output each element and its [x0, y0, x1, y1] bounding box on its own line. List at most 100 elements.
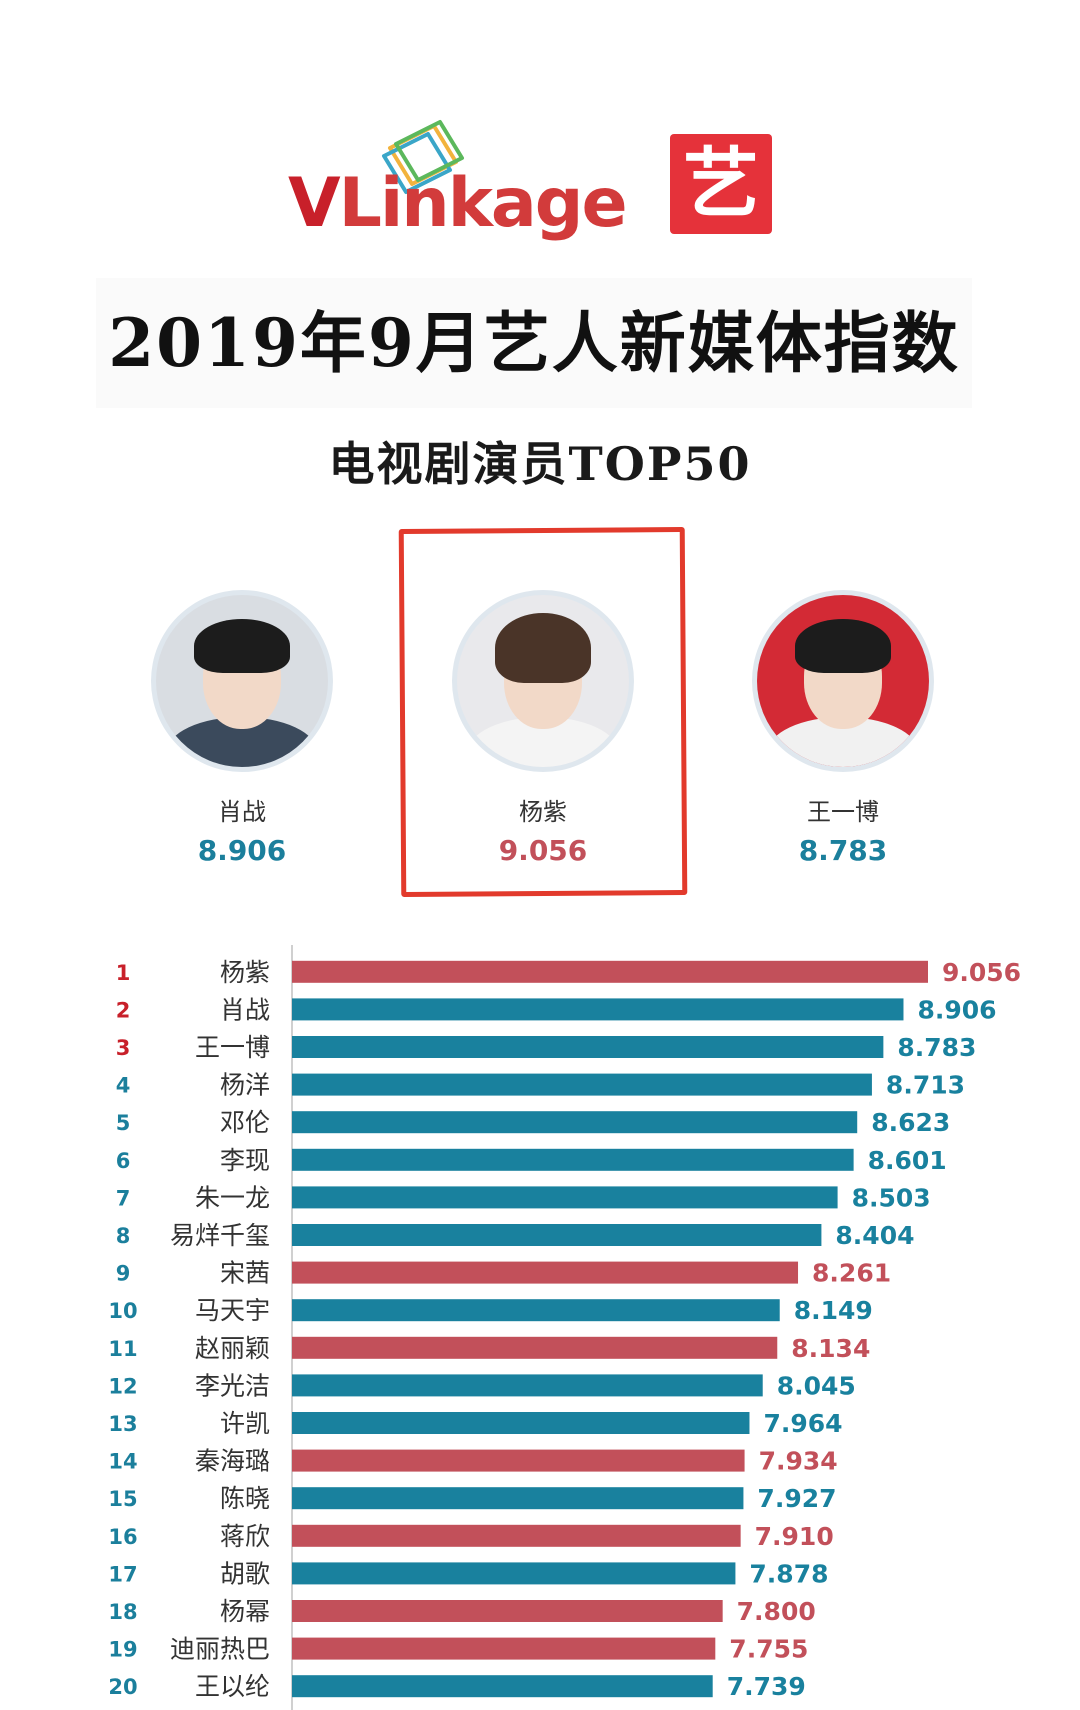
category-label: 李光洁 — [195, 1371, 270, 1400]
bar — [292, 1524, 741, 1547]
value-label: 8.713 — [886, 1071, 965, 1100]
value-label: 7.910 — [755, 1522, 834, 1551]
category-label: 杨洋 — [220, 1071, 270, 1100]
avatar-male-portrait-red-bg-icon — [757, 595, 929, 767]
rank-label: 15 — [108, 1487, 137, 1511]
bar-row: 13 许凯 7.964 — [108, 1409, 842, 1438]
category-label: 朱一龙 — [195, 1183, 270, 1212]
value-label: 7.755 — [729, 1635, 808, 1664]
bar-row: 16 蒋欣 7.910 — [108, 1522, 833, 1551]
rank-label: 20 — [108, 1675, 137, 1699]
rank-label: 10 — [108, 1299, 137, 1323]
rank-label: 9 — [116, 1262, 131, 1286]
rank-label: 16 — [108, 1525, 137, 1549]
category-label: 杨紫 — [220, 958, 270, 987]
top-rank-highlight-box — [398, 527, 688, 897]
bar-row: 12 李光洁 8.045 — [108, 1371, 855, 1400]
bar — [292, 998, 904, 1021]
bar-row: 7 朱一龙 8.503 — [116, 1183, 931, 1212]
rank-label: 11 — [108, 1337, 137, 1361]
bar — [292, 1487, 744, 1510]
bar — [292, 1261, 799, 1284]
value-label: 7.800 — [737, 1597, 816, 1626]
category-label: 许凯 — [220, 1409, 270, 1438]
bar-row: 14 秦海璐 7.934 — [108, 1447, 837, 1476]
wordmark-rest: Linkage — [338, 164, 628, 243]
category-label: 蒋欣 — [220, 1522, 270, 1551]
avatar — [151, 590, 333, 772]
ranking-bar-chart: 1 杨紫 9.056 2 肖战 8.906 3 王一博 8.783 4 杨洋 8.713 5 邓伦 8.62… — [108, 945, 1021, 1710]
podium-name: 杨紫 — [519, 798, 567, 826]
rank-label: 5 — [116, 1111, 131, 1135]
rank-label: 13 — [108, 1412, 137, 1436]
rank-label: 14 — [108, 1450, 137, 1474]
value-label: 9.056 — [942, 958, 1021, 987]
rank-label: 19 — [108, 1638, 137, 1662]
bar-row: 9 宋茜 8.261 — [116, 1259, 891, 1288]
podium-score: 8.906 — [197, 834, 287, 867]
value-label: 8.623 — [871, 1108, 950, 1137]
bar-row: 11 赵丽颖 8.134 — [108, 1334, 870, 1363]
podium-score: 9.056 — [498, 834, 588, 867]
bar-row: 4 杨洋 8.713 — [116, 1071, 965, 1100]
bar — [292, 1186, 838, 1209]
value-label: 7.964 — [763, 1409, 842, 1438]
podium-second: 肖战 8.906 — [142, 590, 342, 867]
rank-label: 6 — [116, 1149, 131, 1173]
category-label: 王以纶 — [195, 1672, 270, 1701]
bar-row: 15 陈晓 7.927 — [108, 1484, 836, 1513]
category-label: 易烊千玺 — [170, 1221, 270, 1250]
value-label: 8.134 — [791, 1334, 870, 1363]
vlinkage-logo-icon — [382, 120, 464, 194]
bar-row: 20 王以纶 7.739 — [108, 1672, 805, 1701]
vlinkage-wordmark: VLinkage — [288, 170, 628, 238]
avatar — [752, 590, 934, 772]
bar-row: 5 邓伦 8.623 — [116, 1108, 951, 1137]
rank-label: 1 — [116, 961, 131, 985]
category-label: 邓伦 — [220, 1108, 270, 1137]
value-label: 8.404 — [835, 1221, 914, 1250]
bar — [292, 1675, 713, 1698]
avatar — [452, 590, 634, 772]
podium-score: 8.783 — [798, 834, 888, 867]
rank-label: 18 — [108, 1600, 137, 1624]
page-title: 2019年9月艺人新媒体指数 — [96, 278, 972, 408]
category-label: 胡歌 — [220, 1559, 270, 1588]
bar — [292, 1299, 780, 1322]
avatar-female-portrait-icon — [457, 595, 629, 767]
avatar-male-portrait-icon — [156, 595, 328, 767]
bar — [292, 1073, 872, 1096]
bar — [292, 960, 928, 983]
value-label: 7.878 — [749, 1559, 828, 1588]
bar — [292, 1036, 884, 1058]
category-label: 马天宇 — [195, 1296, 270, 1325]
rank-label: 8 — [116, 1224, 131, 1248]
value-label: 8.601 — [868, 1146, 947, 1175]
yi-badge-icon: 艺 — [670, 134, 772, 234]
value-label: 8.783 — [897, 1033, 976, 1062]
bar-row: 6 李现 8.601 — [116, 1146, 947, 1175]
bar — [292, 1412, 750, 1434]
rank-label: 2 — [116, 998, 131, 1022]
category-label: 秦海璐 — [195, 1447, 270, 1476]
value-label: 7.739 — [727, 1672, 806, 1701]
value-label: 7.927 — [757, 1484, 836, 1513]
bar — [292, 1562, 736, 1585]
category-label: 陈晓 — [220, 1484, 270, 1513]
value-label: 8.503 — [852, 1183, 931, 1212]
rank-label: 7 — [116, 1186, 131, 1210]
category-label: 王一博 — [195, 1033, 270, 1062]
category-label: 李现 — [220, 1146, 270, 1175]
bar-row: 17 胡歌 7.878 — [108, 1559, 828, 1588]
bar — [292, 1111, 858, 1134]
value-label: 7.934 — [759, 1447, 838, 1476]
podium-name: 王一博 — [807, 798, 879, 826]
rank-label: 17 — [108, 1562, 137, 1586]
brand-header: VLinkage 艺 — [0, 100, 1080, 250]
category-label: 赵丽颖 — [195, 1334, 270, 1363]
value-label: 8.149 — [794, 1296, 873, 1325]
bar — [292, 1637, 716, 1660]
bar — [292, 1224, 822, 1246]
rank-label: 3 — [116, 1036, 131, 1060]
podium-first: 杨紫 9.056 — [443, 590, 643, 867]
